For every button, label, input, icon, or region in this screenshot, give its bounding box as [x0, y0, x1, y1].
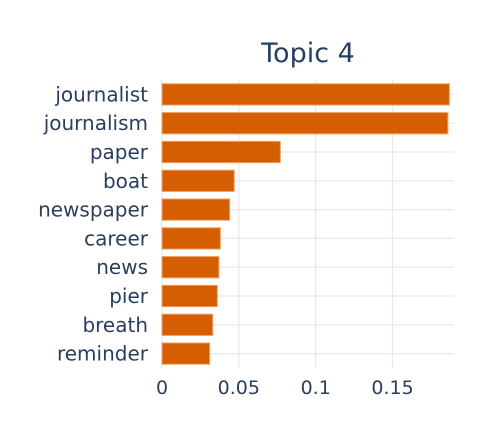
category-label-reminder: reminder [57, 342, 149, 366]
x-tick-label: 0.1 [301, 377, 331, 399]
category-label-journalism: journalism [43, 111, 148, 135]
bar-journalist [161, 83, 450, 106]
category-label-paper: paper [90, 140, 149, 164]
chart-title: Topic 4 [260, 38, 355, 69]
bar-breath [161, 313, 214, 336]
bar-journalism [161, 112, 449, 135]
category-label-news: news [96, 255, 148, 279]
bar-pier [161, 284, 218, 308]
category-labels: journalist journalism paper boat newspaper ca… [38, 82, 149, 365]
x-tick-label: 0.15 [371, 377, 413, 399]
category-label-pier: pier [109, 284, 149, 308]
bar-paper [161, 140, 281, 164]
x-tick-label: 0 [156, 377, 168, 399]
bar-reminder [161, 342, 211, 365]
bar-newspaper [161, 198, 231, 221]
x-tick-labels: 0 0.05 0.1 0.15 [156, 377, 414, 399]
bar-boat [161, 169, 235, 192]
category-label-journalist: journalist [54, 82, 148, 106]
category-label-breath: breath [82, 313, 148, 337]
bar-news [161, 256, 220, 279]
bars [161, 83, 450, 365]
x-tick-label: 0.05 [218, 377, 260, 399]
category-label-career: career [84, 226, 149, 250]
category-label-boat: boat [103, 169, 148, 193]
category-label-newspaper: newspaper [38, 198, 149, 222]
bar-career [161, 227, 221, 250]
